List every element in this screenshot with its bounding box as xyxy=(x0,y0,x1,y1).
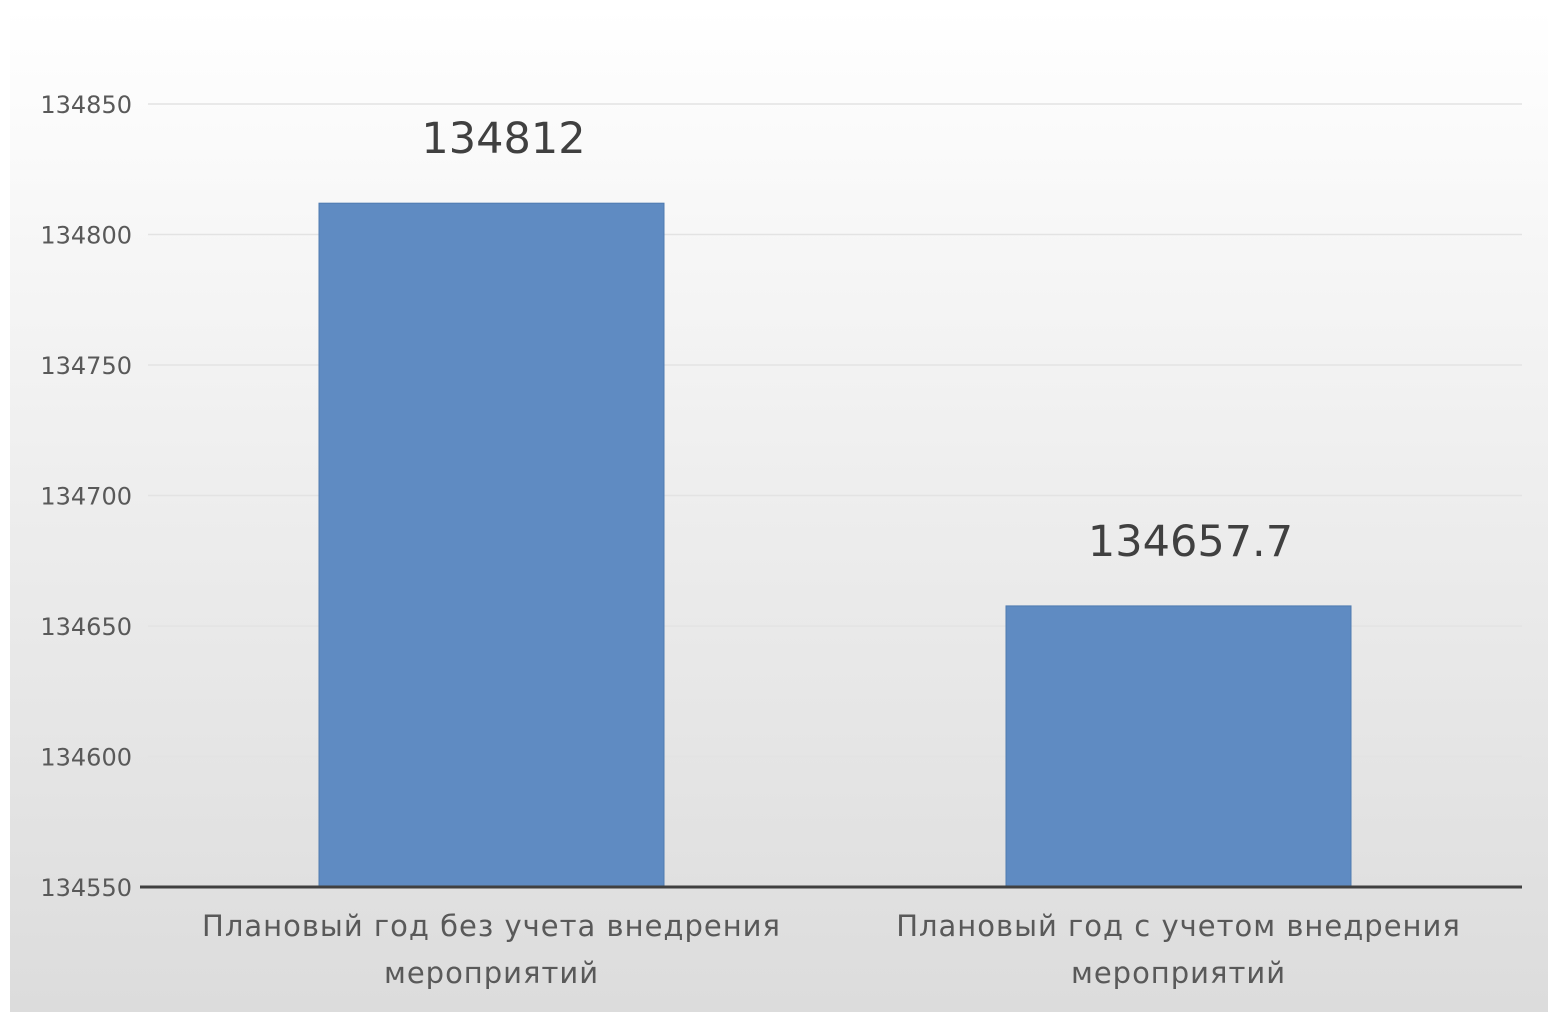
y-axis-ticks: 134550 134600 134650 134700 134750 134800 1348… xyxy=(40,91,132,902)
category-label: мероприятий xyxy=(384,956,599,990)
category-labels: Плановый год без учета внедрения мероприя… xyxy=(202,909,1461,990)
bar xyxy=(318,202,665,888)
y-tick-label: 134700 xyxy=(40,483,132,511)
category-label: Плановый год без учета внедрения xyxy=(202,909,781,943)
data-labels: 134812 134657.7 xyxy=(421,114,1293,567)
y-tick-label: 134600 xyxy=(40,744,132,772)
bars xyxy=(318,202,1352,888)
y-tick-label: 134800 xyxy=(40,222,132,250)
y-tick-label: 134850 xyxy=(40,91,132,119)
y-tick-label: 134750 xyxy=(40,352,132,380)
bar xyxy=(1005,605,1352,888)
y-tick-label: 134550 xyxy=(40,874,132,902)
data-label: 134812 xyxy=(421,114,585,164)
category-label: Плановый год с учетом внедрения xyxy=(896,909,1461,943)
data-label: 134657.7 xyxy=(1088,517,1293,567)
category-label: мероприятий xyxy=(1071,956,1286,990)
y-tick-label: 134650 xyxy=(40,613,132,641)
